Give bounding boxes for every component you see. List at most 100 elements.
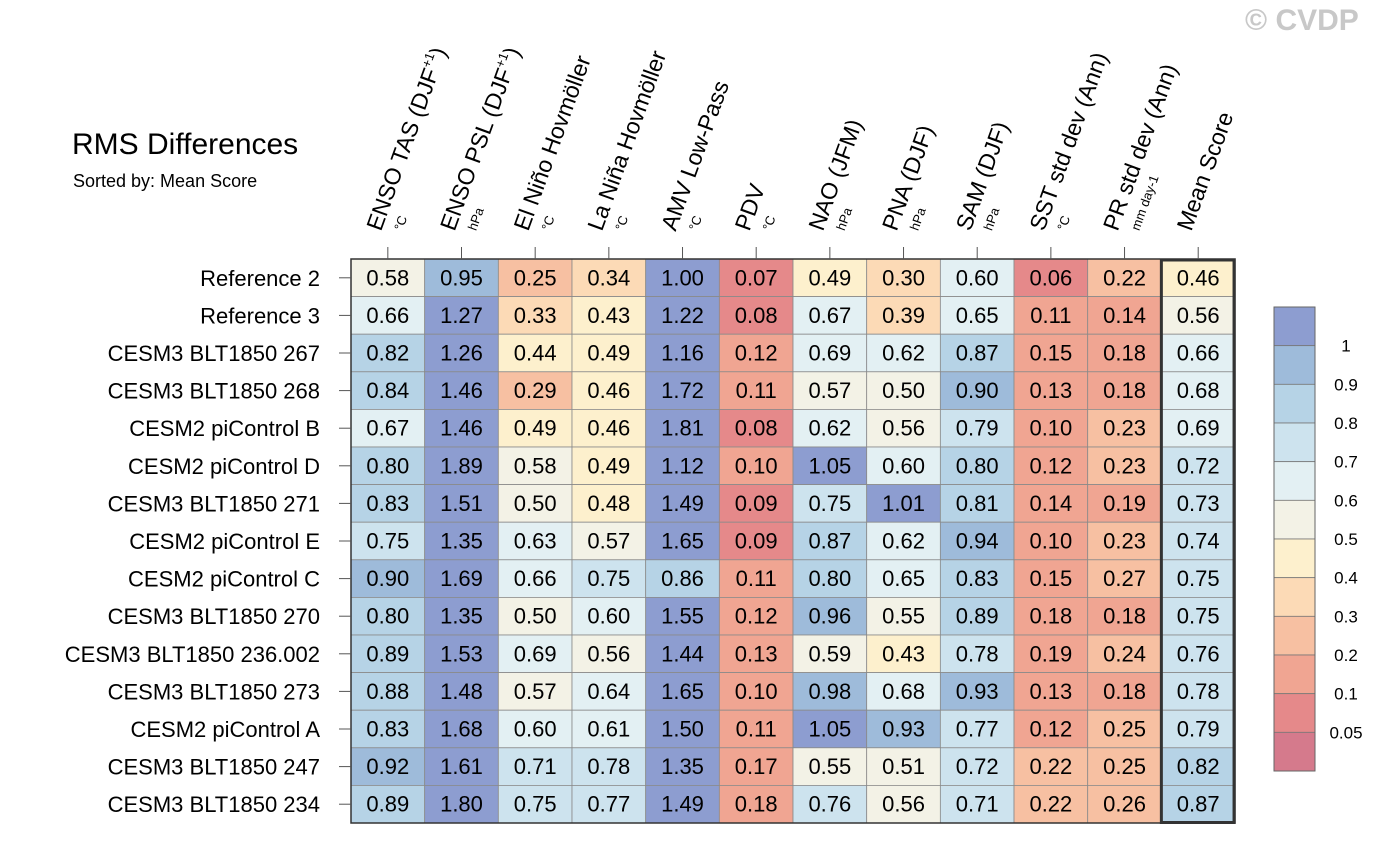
heatmap-cell (792, 672, 868, 711)
cell-value-label: 0.19 (1103, 491, 1146, 516)
heatmap-cell (1013, 333, 1089, 373)
cell-value-label: 0.58 (366, 265, 409, 290)
heatmap-cell (350, 709, 426, 749)
cell-value-label: 0.77 (587, 792, 630, 817)
heatmap-cell (1087, 559, 1162, 598)
heatmap-cell (645, 709, 720, 749)
heatmap-cell (1160, 408, 1236, 448)
colorbar-segment (1273, 731, 1316, 772)
column-unit-label: °C (759, 214, 778, 233)
column-header-text: AMV Low-Pass (656, 77, 734, 234)
cell-value-label: 1.55 (661, 604, 704, 629)
cell-value-label: 0.69 (514, 641, 557, 666)
cell-value-label: 0.25 (514, 265, 557, 290)
cell-value-label: 1.53 (440, 641, 483, 666)
cell-value-label: 0.13 (1029, 378, 1072, 403)
row-labels: Reference 2 Reference 3 CESM3 BLT1850 267 C… (65, 266, 351, 817)
colorbar-tick-label: 0.05 (1329, 723, 1362, 742)
cell-value-label: 0.12 (1029, 453, 1072, 478)
heatmap-cell (645, 785, 720, 824)
cell-value-label: 1.46 (440, 416, 483, 441)
cell-value-label: 1.61 (440, 754, 483, 779)
cell-value-label: 0.57 (587, 529, 630, 554)
heatmap-cell (571, 484, 647, 523)
cell-value-label: 0.83 (956, 566, 999, 591)
cell-value-label: 0.11 (736, 378, 777, 403)
column-header-label: SAM (DJF) (950, 118, 1013, 234)
cell-value-label: 1.51 (440, 491, 483, 516)
cell-value-label: 0.72 (1177, 453, 1220, 478)
cell-value-label: 1.05 (808, 717, 851, 742)
cell-value-label: 0.69 (1177, 416, 1220, 441)
column-header: PNA (DJF)hPa (877, 122, 939, 234)
cell-value-label: 0.66 (366, 303, 409, 328)
cell-value-label: 0.14 (1103, 303, 1146, 328)
cell-value-label: 0.34 (587, 265, 630, 290)
heatmap-cell (792, 296, 868, 335)
cell-value-label: 0.10 (1029, 529, 1072, 554)
heatmap-cell (866, 408, 941, 448)
cell-value-label: 1.65 (661, 679, 704, 704)
cell-value-label: 1.22 (661, 303, 704, 328)
cell-value-label: 0.61 (587, 717, 630, 742)
cell-value-label: 0.75 (587, 566, 630, 591)
cell-value-label: 0.10 (735, 679, 778, 704)
heatmap-cell (718, 371, 794, 410)
column-header: NAO (JFM)hPa (803, 116, 867, 234)
cell-value-label: 0.12 (735, 341, 778, 366)
heatmap-cell (718, 408, 794, 448)
cell-value-label: 0.18 (1029, 604, 1072, 629)
heatmap-cell (424, 634, 499, 673)
cell-value-label: 0.69 (808, 341, 851, 366)
cell-value-label: 0.93 (956, 679, 999, 704)
cell-value-label: 0.10 (1029, 416, 1072, 441)
heatmap-cell (1087, 258, 1162, 297)
heatmap-cell (571, 559, 647, 598)
heatmap-cell (939, 597, 1015, 636)
heatmap-cell (939, 672, 1015, 711)
colorbar-tick-label: 0.7 (1334, 453, 1358, 472)
cell-value-label: 0.08 (735, 303, 778, 328)
cell-value-label: 0.72 (956, 754, 999, 779)
colorbar-segment (1273, 383, 1316, 424)
cell-value-label: 0.84 (366, 378, 409, 403)
colorbar-tick-label: 0.2 (1334, 646, 1358, 665)
mean-score-highlight (1159, 258, 1236, 824)
heatmap-cell (497, 634, 573, 673)
heatmap-cell (1087, 597, 1162, 636)
heatmap-cell (718, 672, 794, 711)
cell-value-label: 1.27 (440, 303, 483, 328)
heatmap-cell (424, 371, 499, 410)
cell-value-label: 1.89 (440, 453, 483, 478)
heatmap-cell (497, 597, 573, 636)
cell-value-label: 0.51 (882, 754, 925, 779)
cell-value-label: 0.11 (1030, 303, 1071, 328)
cell-value-label: 0.65 (956, 303, 999, 328)
cell-value-label: 0.56 (882, 416, 925, 441)
cell-value-label: 0.23 (1103, 416, 1146, 441)
cell-value-label: 0.17 (735, 754, 778, 779)
cell-value-label: 1.35 (440, 529, 483, 554)
cell-value-label: 0.19 (1029, 641, 1072, 666)
cell-value-label: 1.81 (661, 416, 704, 441)
cell-value-label: 0.86 (661, 566, 704, 591)
cell-value-label: 0.82 (366, 341, 409, 366)
cell-value-label: 0.75 (1177, 604, 1220, 629)
heatmap-cell (866, 634, 941, 673)
cell-value-label: 0.76 (1177, 641, 1220, 666)
heatmap-cell (939, 709, 1015, 749)
column-header-label: PNA (DJF) (877, 122, 939, 234)
heatmap-cell (1087, 672, 1162, 711)
cell-value-label: 0.89 (956, 604, 999, 629)
colorbar-tick-label: 0.8 (1334, 414, 1358, 433)
column-header-label: AMV Low-Pass (656, 77, 734, 234)
heatmap-cell (497, 672, 573, 711)
colorbar-segment (1273, 461, 1316, 501)
heatmap-cell (645, 296, 720, 335)
cell-value-label: 0.80 (956, 453, 999, 478)
heatmap-cell (792, 371, 868, 410)
heatmap-cell (350, 672, 426, 711)
cell-value-label: 1.05 (808, 453, 851, 478)
column-header-label: SST std dev (Ann) (1024, 49, 1113, 234)
colorbar-segment (1273, 615, 1316, 656)
